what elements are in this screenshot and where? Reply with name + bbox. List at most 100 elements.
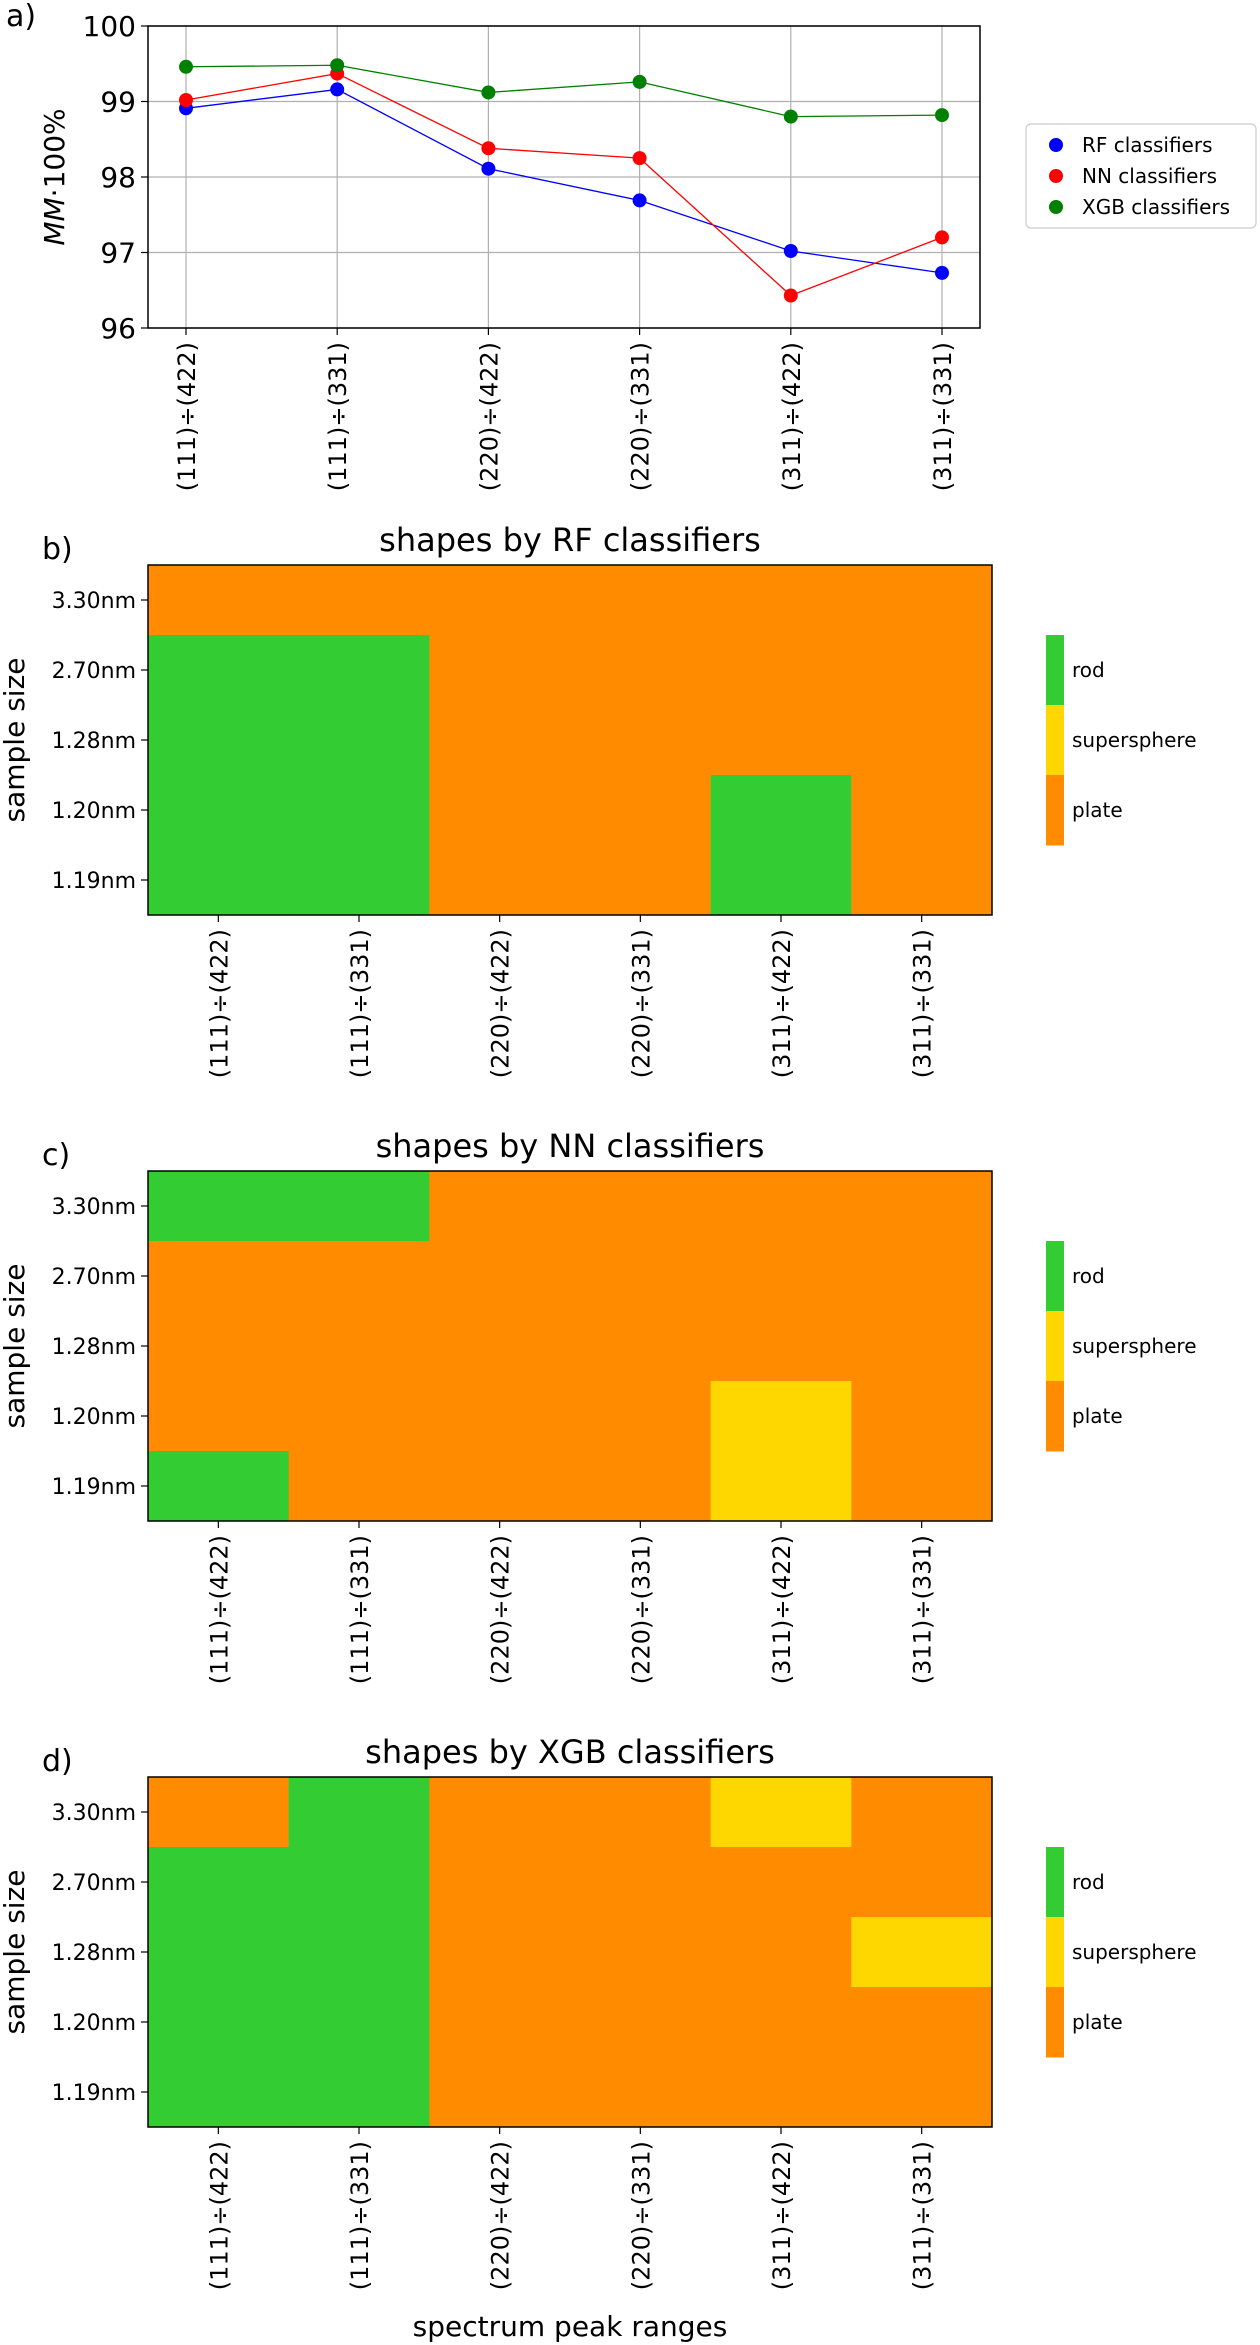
y-tick-label: 2.70nm (52, 1871, 136, 1896)
x-tick-label: (111)÷(331) (324, 342, 352, 491)
heatmap-cell (851, 2057, 993, 2128)
heatmap-cell (570, 1381, 712, 1452)
x-tick-label: (220)÷(422) (475, 342, 503, 491)
data-point-XGB (935, 108, 949, 123)
heatmap-cell (570, 635, 712, 706)
y-tick-label: 2.70nm (52, 659, 136, 684)
heatmap-cell (710, 845, 852, 916)
chart-title: shapes by RF classifiers (379, 521, 761, 559)
heatmap-cell (429, 635, 571, 706)
data-point-RF (330, 82, 345, 97)
heatmap-cell (710, 1777, 852, 1848)
x-tick-label: (220)÷(331) (627, 342, 655, 491)
colorbar-label: rod (1072, 658, 1105, 682)
heatmap-cell (148, 1987, 290, 2058)
heatmap-cell (570, 1311, 712, 1382)
x-tick-label: (311)÷(331) (909, 929, 937, 1078)
y-tick-label: 1.28nm (52, 1335, 136, 1360)
heatmap-cell (148, 1451, 290, 1522)
heatmap-cell (851, 845, 993, 916)
data-point-XGB (330, 58, 345, 73)
data-point-RF (481, 161, 496, 176)
x-tick-label: (220)÷(331) (627, 2141, 655, 2290)
heatmap-cell (570, 2057, 712, 2128)
data-point-NN (481, 141, 496, 156)
heatmap-cell (570, 1171, 712, 1242)
heatmap-cell (710, 1171, 852, 1242)
colorbar-swatch-rod (1046, 1241, 1064, 1312)
heatmap-cell (851, 1311, 993, 1382)
heatmap-cell (710, 1311, 852, 1382)
heatmap-cell (148, 2057, 290, 2128)
legend-marker-XGB (1049, 200, 1063, 214)
heatmap-cell (851, 1917, 993, 1988)
heatmap-cell (710, 635, 852, 706)
heatmap-cell (429, 1451, 571, 1522)
heatmap-cell (148, 1311, 290, 1382)
heatmap-cell (851, 705, 993, 776)
x-tick-label: (311)÷(331) (909, 2141, 937, 2290)
legend-entry: NN classifiers (1082, 164, 1217, 188)
colorbar-label: rod (1072, 1870, 1105, 1894)
heatmap-cell (288, 775, 430, 846)
data-point-NN (632, 151, 647, 166)
heatmap-cell (429, 1847, 571, 1918)
heatmap-cell (710, 775, 852, 846)
colorbar-swatch-supersphere (1046, 1917, 1064, 1988)
heatmap-cell (429, 845, 571, 916)
colorbar-label: supersphere (1072, 728, 1197, 752)
y-axis-title-symbol: MM (38, 197, 71, 245)
heatmap-cell (288, 1777, 430, 1848)
heatmap-cell (570, 775, 712, 846)
heatmap-cell (570, 1451, 712, 1522)
heatmap-cell (851, 635, 993, 706)
heatmap-cell (710, 1987, 852, 2058)
heatmap-cell (288, 1451, 430, 1522)
y-tick-label: 97 (100, 237, 136, 270)
y-tick-label: 1.20nm (52, 1405, 136, 1430)
heatmap-cell (851, 1381, 993, 1452)
data-point-NN (783, 288, 798, 303)
x-tick-label: (220)÷(422) (487, 1535, 515, 1684)
legend-entry: RF classifiers (1082, 133, 1213, 157)
chart-d: d) shapes by XGB classifiers 3.30nm 2.70nm 1… (0, 1733, 1197, 2290)
heatmap-cell (288, 635, 430, 706)
colorbar-swatch-plate (1046, 1381, 1064, 1452)
heatmap-cell (288, 1171, 430, 1242)
heatmap-cell (570, 1847, 712, 1918)
y-tick-label: 2.70nm (52, 1265, 136, 1290)
x-tick-label: (311)÷(331) (909, 1535, 937, 1684)
chart-a: a) 96 97 98 99 100 (111)÷(422) (111)÷(331) (220)… (6, 0, 1257, 491)
y-axis-title-unit: ·100% (38, 108, 71, 197)
heatmap-cell (570, 1987, 712, 2058)
heatmap-cell (288, 1987, 430, 2058)
x-tick-label: (111)÷(422) (173, 342, 201, 491)
heatmap-cell (288, 1311, 430, 1382)
x-tick-label: (220)÷(422) (487, 2141, 515, 2290)
heatmap-cell (710, 2057, 852, 2128)
data-point-XGB (481, 85, 496, 100)
x-tick-label: (311)÷(422) (768, 1535, 796, 1684)
x-tick-label: (111)÷(422) (205, 1535, 233, 1684)
heatmap-cell (288, 845, 430, 916)
x-tick-label: (311)÷(422) (768, 929, 796, 1078)
colorbar-label: supersphere (1072, 1940, 1197, 1964)
data-point-XGB (783, 109, 798, 124)
heatmap-cell (148, 1847, 290, 1918)
heatmap-cell (288, 1241, 430, 1312)
heatmap-cell (148, 1171, 290, 1242)
panel-label: a) (6, 0, 36, 34)
heatmap-cell (710, 565, 852, 636)
heatmap-cell (570, 1777, 712, 1848)
heatmap-cell (429, 775, 571, 846)
colorbar-label: plate (1072, 1404, 1123, 1428)
data-point-XGB (632, 74, 647, 89)
x-tick-label: (311)÷(422) (778, 342, 806, 491)
panel-label: b) (42, 532, 73, 567)
data-point-XGB (179, 59, 193, 74)
chart-b: b) shapes by RF classifiers 3.30nm 2.70nm 1.… (0, 521, 1197, 1078)
x-tick-label: (220)÷(422) (487, 929, 515, 1078)
heatmap-cell (429, 1171, 571, 1242)
y-tick-label: 3.30nm (52, 1195, 136, 1220)
panel-label: d) (42, 1744, 73, 1779)
